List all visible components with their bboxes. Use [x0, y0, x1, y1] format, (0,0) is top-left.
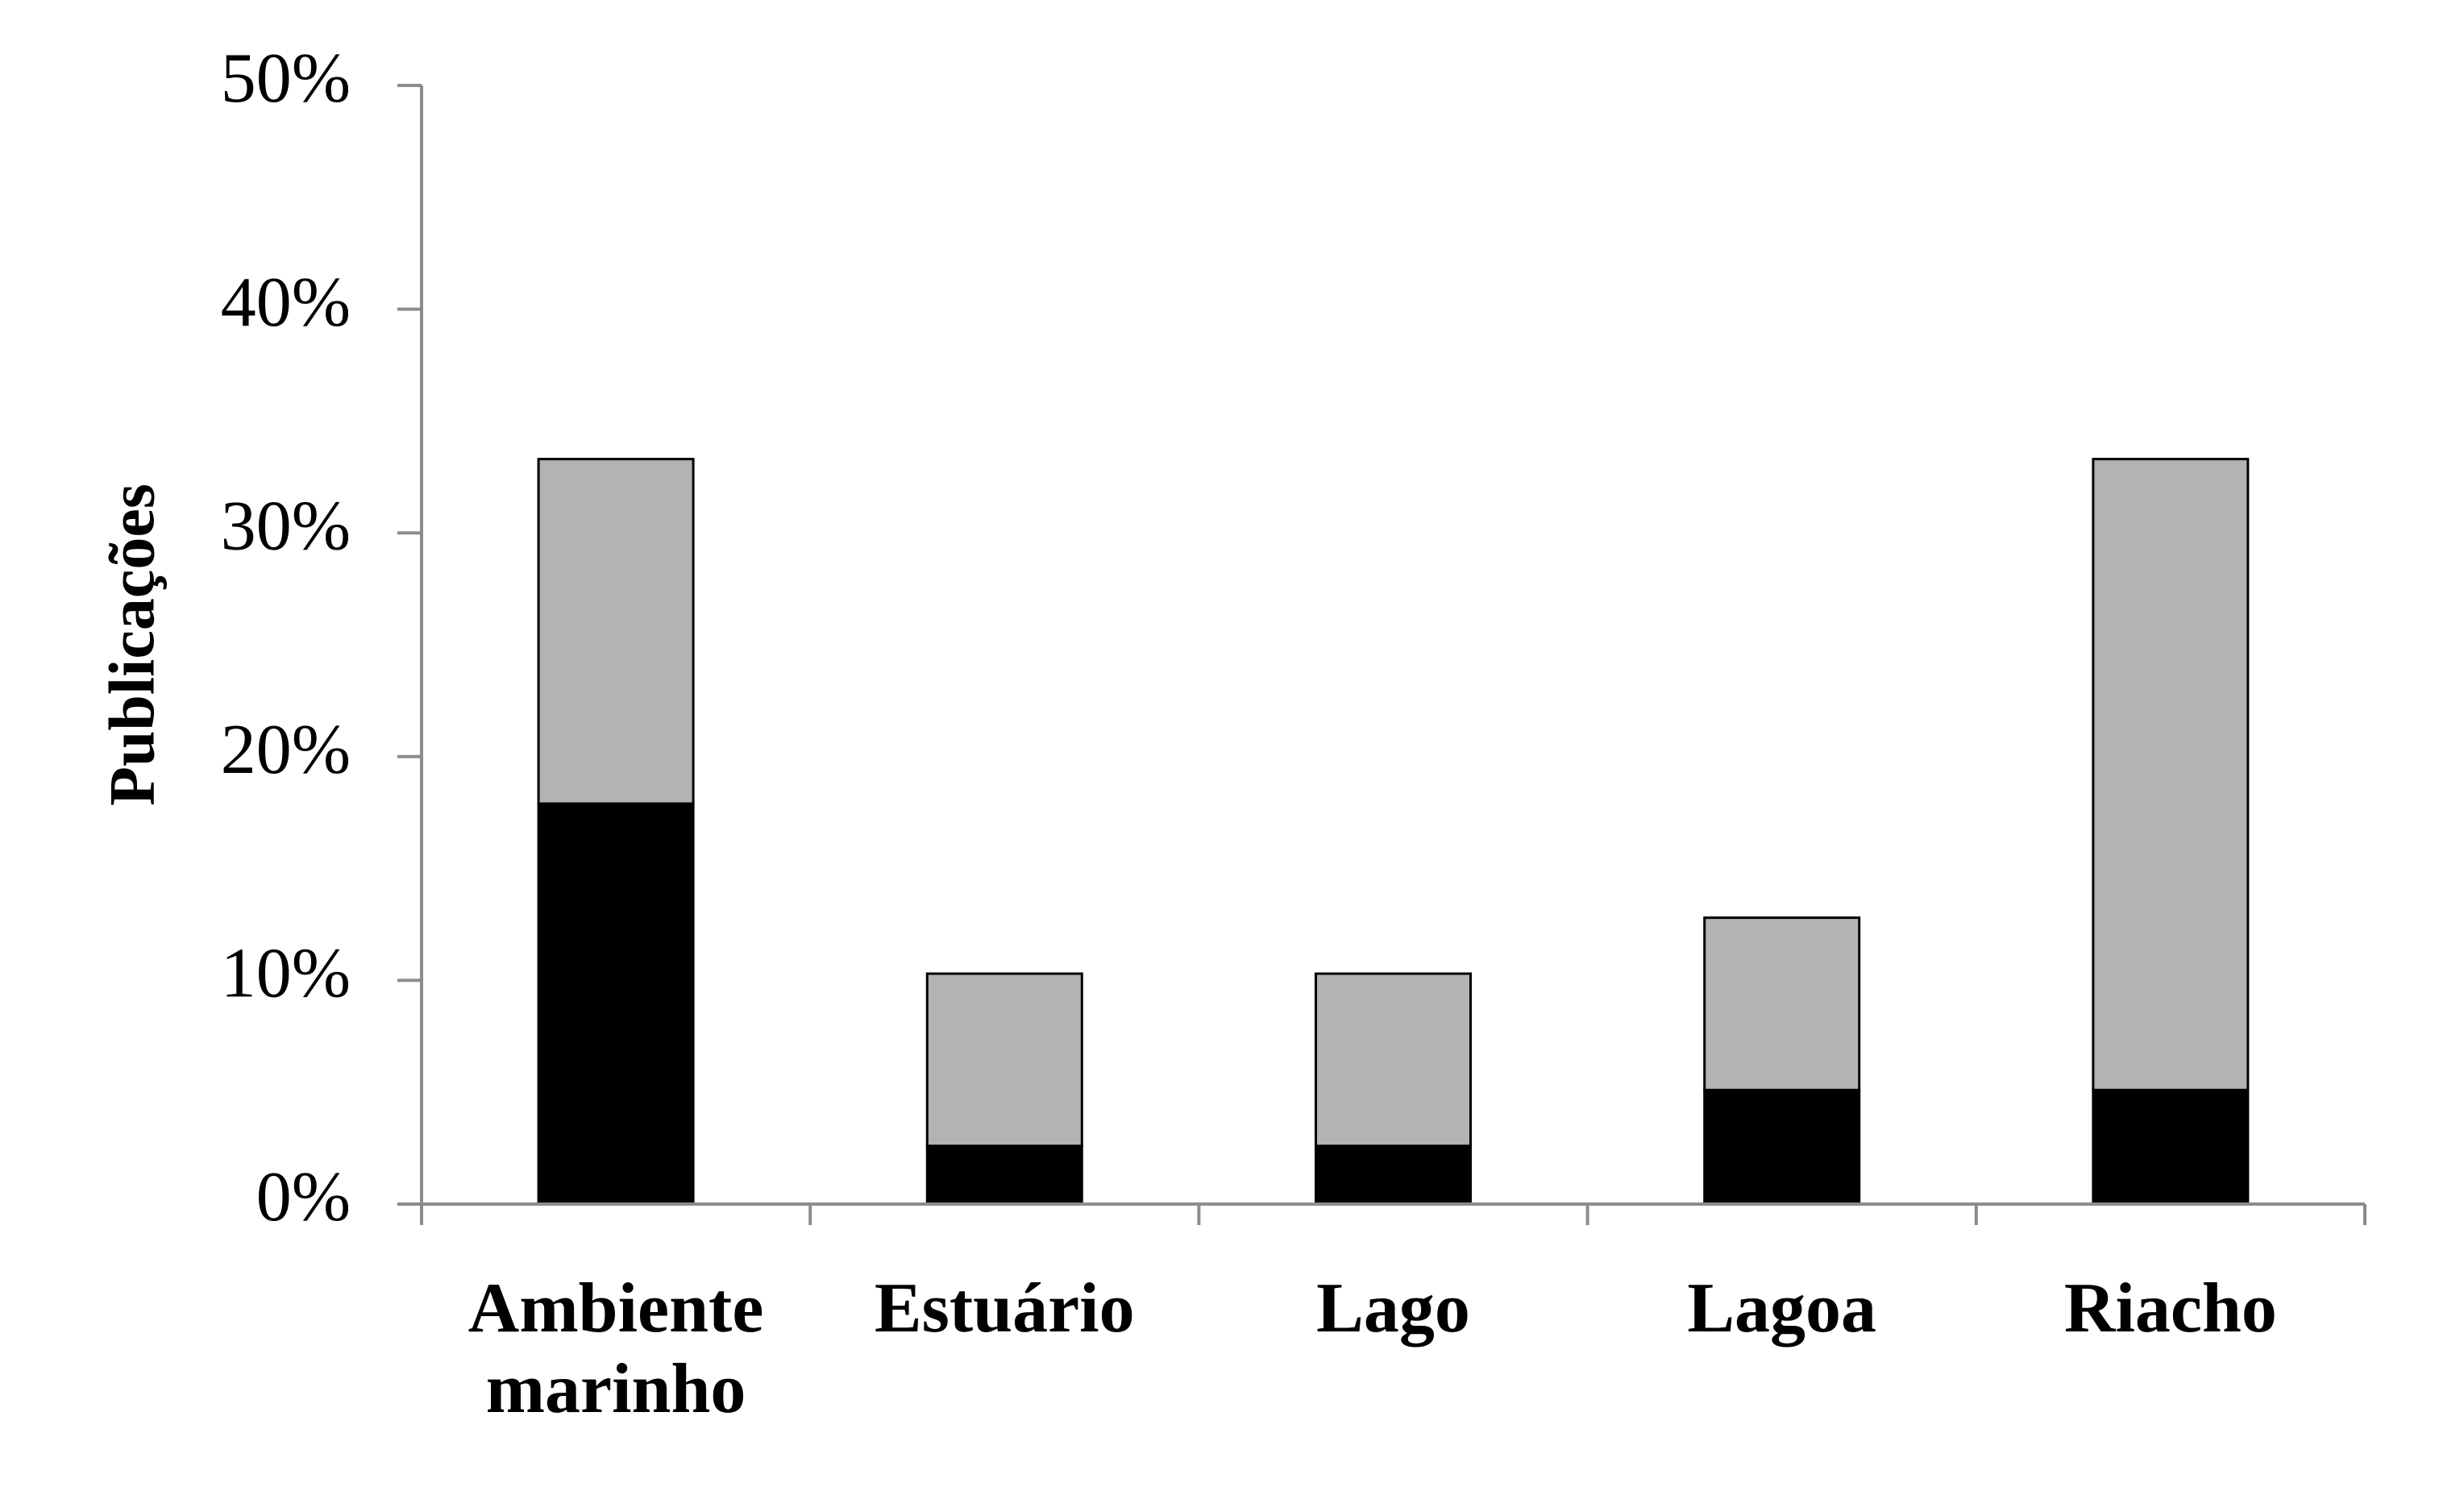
bar-segment: [2092, 458, 2250, 1091]
y-tick-label: 0%: [256, 1158, 351, 1236]
y-tick-label: 30%: [221, 487, 351, 565]
x-tick-label: Lago: [1316, 1269, 1470, 1348]
bar-segment: [537, 802, 695, 1206]
bar-segment: [537, 458, 695, 805]
bar-segment: [1703, 1088, 1861, 1206]
bar-segment: [925, 972, 1083, 1148]
bar-segment: [1315, 972, 1472, 1148]
bar-segment: [1703, 916, 1861, 1091]
x-tick-label: Lagoa: [1687, 1269, 1877, 1348]
bar-segment: [925, 1144, 1083, 1206]
bar-segment: [2092, 1088, 2250, 1206]
y-axis-label: Publicações: [97, 484, 168, 806]
x-tick-label: Estuário: [874, 1269, 1135, 1348]
y-tick-label: 10%: [221, 935, 351, 1013]
x-tick-label: Ambiente marinho: [467, 1269, 764, 1428]
y-tick-label: 40%: [221, 264, 351, 342]
bar-segment: [1315, 1144, 1472, 1206]
y-tick-label: 50%: [221, 39, 351, 118]
x-tick-label: Riacho: [2063, 1269, 2277, 1348]
y-tick-label: 20%: [221, 711, 351, 789]
